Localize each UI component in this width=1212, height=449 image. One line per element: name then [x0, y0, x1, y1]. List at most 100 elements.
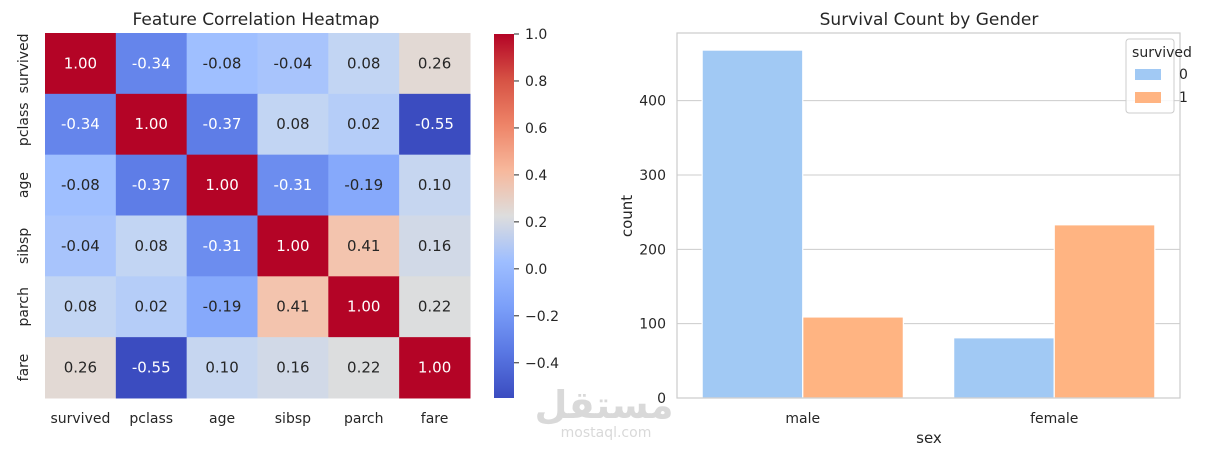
colorbar-tick-label: 1.0 [525, 27, 547, 43]
colorbar-tick-label: 0.8 [525, 74, 547, 90]
legend-label-1: 1 [1179, 90, 1188, 106]
heatmap-cell-value: -0.31 [203, 237, 242, 255]
heatmap-cell-value: 0.26 [418, 54, 451, 72]
heatmap-cell-value: 1.00 [64, 54, 97, 72]
heatmap-column-label: parch [344, 411, 383, 427]
heatmap-cell-value: 1.00 [205, 176, 238, 194]
bar-female-1 [1053, 224, 1156, 399]
heatmap-cell-value: 0.08 [64, 298, 97, 316]
heatmap-cell [186, 33, 258, 95]
heatmap-cell [45, 33, 117, 95]
heatmap-cell [257, 33, 329, 95]
heatmap-cell-value: -0.55 [415, 115, 454, 133]
heatmap-cell [115, 337, 188, 399]
heatmap-cell [45, 215, 117, 277]
colorbar-tick-label: 0.4 [525, 168, 547, 184]
heatmap-cell [328, 215, 400, 277]
heatmap-row-label: fare [16, 354, 32, 382]
x-tick-label: female [1030, 411, 1078, 427]
heatmap-cell [115, 154, 188, 216]
heatmap-cell-value: 1.00 [418, 359, 451, 377]
mostaql-watermark: مستقل mostaql.com [535, 383, 674, 441]
heatmap-cell-value: -0.19 [203, 298, 242, 316]
heatmap-cell-value: -0.19 [344, 176, 383, 194]
watermark-site: mostaql.com [561, 425, 652, 441]
bar-chart-y-ticks: 0 100 200 300 400 [639, 94, 666, 407]
heatmap-cell-value: 0.22 [347, 359, 380, 377]
heatmap-cell [399, 215, 471, 277]
colorbar-gradient [494, 34, 514, 398]
heatmap-cell-value: 1.00 [347, 298, 380, 316]
heatmap-cell [115, 276, 188, 338]
heatmap-cell [328, 93, 400, 156]
bar-male-0 [701, 49, 804, 399]
heatmap-cell-value: 1.00 [276, 237, 309, 255]
y-tick-label: 0 [657, 391, 666, 407]
legend-label-0: 0 [1179, 67, 1188, 83]
bar-chart-panel: Survival Count by Gender 0 100 200 300 400 m… [618, 10, 1192, 447]
heatmap-cell-value: 0.08 [135, 237, 168, 255]
heatmap-column-label: age [209, 411, 235, 427]
bar-chart-frame [676, 32, 1181, 399]
colorbar-tick-label: 0.6 [525, 121, 547, 137]
heatmap-column-label: pclass [129, 411, 173, 427]
heatmap-cell [257, 276, 329, 338]
y-tick-label: 200 [639, 242, 666, 258]
heatmap-row-label: survived [16, 33, 32, 93]
colorbar-tick-label: −0.4 [525, 356, 559, 372]
heatmap-cell [399, 337, 471, 399]
heatmap-cell [399, 33, 471, 95]
heatmap-row-label: pclass [16, 102, 32, 146]
heatmap-cell [399, 276, 471, 338]
heatmap-cell [328, 33, 400, 95]
heatmap-cell-value: 0.08 [276, 115, 309, 133]
heatmap-cell [399, 93, 471, 156]
heatmap-title: Feature Correlation Heatmap [133, 10, 380, 30]
heatmap-cell [257, 215, 329, 277]
legend-swatch-0 [1135, 69, 1161, 80]
heatmap-cell-value: 0.10 [205, 359, 238, 377]
colorbar-ticks: −0.4 −0.2 0.0 0.2 0.4 0.6 0.8 1.0 [514, 27, 559, 372]
heatmap-cell-value: 0.41 [276, 298, 309, 316]
heatmap-cell-value: -0.08 [61, 176, 100, 194]
heatmap-row-label: parch [16, 287, 32, 326]
heatmap-cell-value: -0.34 [132, 54, 171, 72]
heatmap-cell-value: 0.22 [418, 298, 451, 316]
watermark-logo: مستقل [535, 383, 674, 427]
heatmap-cell [45, 276, 117, 338]
heatmap-cell-value: 0.16 [276, 359, 309, 377]
heatmap-cell [257, 93, 329, 156]
heatmap-panel: Feature Correlation Heatmap 1.00 -0.34 -0.… [16, 10, 471, 427]
heatmap-cell-value: -0.04 [61, 237, 100, 255]
colorbar-tick-label: −0.2 [525, 309, 559, 325]
heatmap-cell [45, 93, 117, 156]
heatmap-row-labels: survived pclass age sibsp parch fare [16, 33, 32, 381]
y-tick-label: 300 [639, 168, 666, 184]
colorbar: −0.4 −0.2 0.0 0.2 0.4 0.6 0.8 1.0 [494, 27, 559, 398]
heatmap-column-label: survived [50, 411, 110, 427]
heatmap-cell-value: -0.04 [273, 54, 312, 72]
heatmap-cell-value: -0.37 [132, 176, 171, 194]
y-tick-label: 100 [639, 317, 666, 333]
bar-chart-bars [701, 49, 1156, 399]
bar-chart-x-ticks: male female [785, 411, 1078, 427]
heatmap-cell [115, 33, 188, 95]
heatmap-cell [45, 154, 117, 216]
heatmap-cell [257, 337, 329, 399]
heatmap-cell-value: 1.00 [135, 115, 168, 133]
y-axis-label: count [618, 195, 636, 237]
heatmap-cell-value: 0.02 [347, 115, 380, 133]
heatmap-cell [328, 276, 400, 338]
heatmap-cell [257, 154, 329, 216]
x-axis-label: sex [916, 429, 942, 447]
heatmap-cell [328, 154, 400, 216]
heatmap-cell [115, 215, 188, 277]
legend-swatch-1 [1135, 92, 1161, 103]
heatmap-cell-value: 0.26 [64, 359, 97, 377]
heatmap-row-label: sibsp [16, 228, 32, 264]
heatmap-cell-value: 0.08 [347, 54, 380, 72]
heatmap-cell-value: -0.55 [132, 359, 171, 377]
heatmap-cell [186, 337, 258, 399]
heatmap-cell [186, 215, 258, 277]
